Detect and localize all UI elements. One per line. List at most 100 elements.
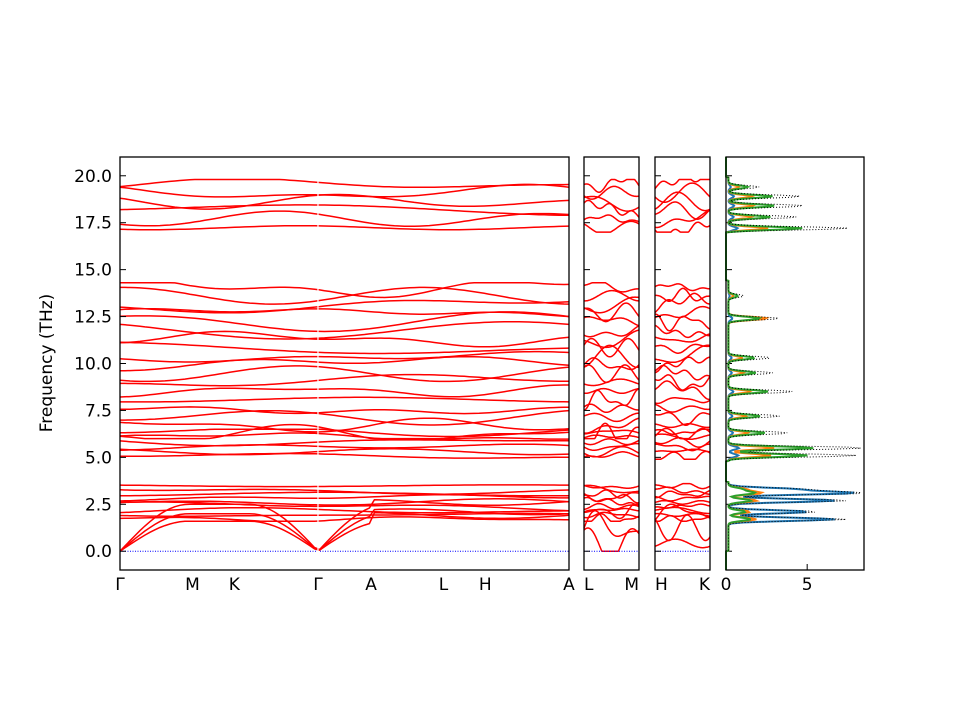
band-line-mid-optical-lower [583,445,640,458]
band-line-high-optical [119,210,570,228]
band-line-mid-optical-upper [583,357,640,371]
band-line-high-optical [119,193,570,210]
band-line-mid-optical-upper [654,305,711,319]
band-line-low-optical [654,495,710,502]
y-tick-label: 0.0 [85,542,112,562]
band-line-mid-optical-upper [654,343,710,354]
band-line-mid-optical-lower [119,443,570,451]
band-line-high-optical [583,178,640,193]
band-line-high-optical [119,178,570,189]
band-line-mid-optical-upper [654,324,711,339]
dos-x-tick-label: 0 [721,575,732,595]
x-tick-label: H [655,575,668,595]
band-line-mid-optical-upper [119,365,570,383]
band-line-mid-optical-lower [119,428,570,438]
band-line-low-optical [119,506,569,514]
band-line-mid-optical-lower [655,450,711,460]
band-line-mid-optical-upper [120,406,569,415]
band-line-low-optical [584,489,639,499]
band-line-high-optical [654,178,710,190]
band-line-mid-optical-lower [119,448,570,456]
band-line-low-optical [583,502,640,511]
band-line-mid-optical-lower [119,432,569,441]
band-line-acoustic [654,514,711,542]
band-line-acoustic [583,510,639,538]
band-line-high-optical [583,220,640,233]
band-line-mid-optical-upper [654,397,711,405]
x-tick-label: L [439,575,449,595]
band-line-mid-optical-upper [119,299,570,314]
x-tick-label: M [185,575,200,595]
band-line-mid-optical-upper [654,356,711,374]
band-line-mid-optical-upper [119,350,570,363]
band-line-low-optical [119,488,570,495]
y-tick-label: 2.5 [85,495,112,515]
band-line-low-optical [119,484,569,488]
band-lines-path-3 [654,178,711,552]
band-line-mid-optical-upper [654,374,711,391]
band-line-low-optical [655,512,711,518]
band-line-acoustic [654,538,711,549]
band-line-high-optical [655,209,711,229]
band-line-mid-optical-upper [583,388,640,411]
y-tick-label: 5.0 [85,448,112,468]
band-line-mid-optical-upper [120,355,570,372]
band-line-mid-optical-upper [119,384,569,398]
band-line-low-optical [655,482,711,490]
band-line-low-optical [583,484,640,494]
band-line-low-optical [583,507,640,514]
band-line-mid-optical-upper [654,403,711,413]
x-tick-label: A [563,575,575,595]
band-lines-path-2 [583,178,640,552]
band-line-high-optical [119,224,570,231]
y-tick-label: 10.0 [74,355,112,375]
band-line-mid-optical-upper [584,282,640,293]
y-tick-label: 12.5 [74,308,112,328]
band-line-mid-optical-lower [583,438,640,446]
y-tick-label: 17.5 [74,214,112,234]
band-line-mid-optical-upper [120,409,570,426]
band-line-mid-optical-upper [119,321,570,340]
band-line-mid-optical-upper [584,387,639,395]
band-line-high-optical [654,182,711,203]
y-axis-label: Frequency (THz) [37,294,57,433]
band-line-low-optical [654,499,711,505]
band-line-low-optical [654,486,710,495]
band-line-mid-optical-lower [654,448,711,453]
band-line-mid-optical-lower [583,434,640,439]
band-line-low-optical [119,501,570,512]
band-line-low-optical [119,498,570,506]
band-line-mid-optical-upper [119,341,570,355]
band-line-low-optical [119,491,569,497]
band-line-mid-optical-upper [583,412,639,423]
dos-series-line [725,157,861,570]
dos-curves [725,157,861,570]
band-line-acoustic [119,512,570,552]
band-line-mid-optical-upper [120,286,570,305]
band-line-mid-optical-upper [654,292,710,313]
band-line-low-optical [119,516,570,522]
band-line-mid-optical-upper [584,289,639,302]
band-line-mid-optical-upper [583,417,640,434]
panels-layer: 0.02.55.07.510.012.515.017.520.0Γ M K Γ A L H A… [74,156,865,595]
band-line-low-optical [655,514,711,522]
band-line-mid-optical-lower [120,452,569,459]
band-line-mid-optical-upper [584,422,640,440]
band-line-mid-optical-upper [654,427,711,440]
y-tick-label: 15.0 [74,261,112,281]
band-line-mid-optical-lower [654,428,711,436]
band-line-high-optical [583,195,640,212]
band-line-mid-optical-upper [654,333,711,343]
x-tick-label: Γ [115,575,125,595]
band-line-mid-optical-upper [583,344,640,369]
x-tick-label: L [584,575,594,595]
band-line-high-optical [583,185,640,200]
dos-x-tick-label: 5 [802,575,813,595]
band-line-high-optical [583,214,640,223]
dos-series-line [725,157,814,570]
band-line-mid-optical-upper [120,282,570,299]
band-line-mid-optical-upper [119,417,570,433]
x-tick-label: K [229,575,241,595]
band-line-mid-optical-upper [655,344,711,364]
